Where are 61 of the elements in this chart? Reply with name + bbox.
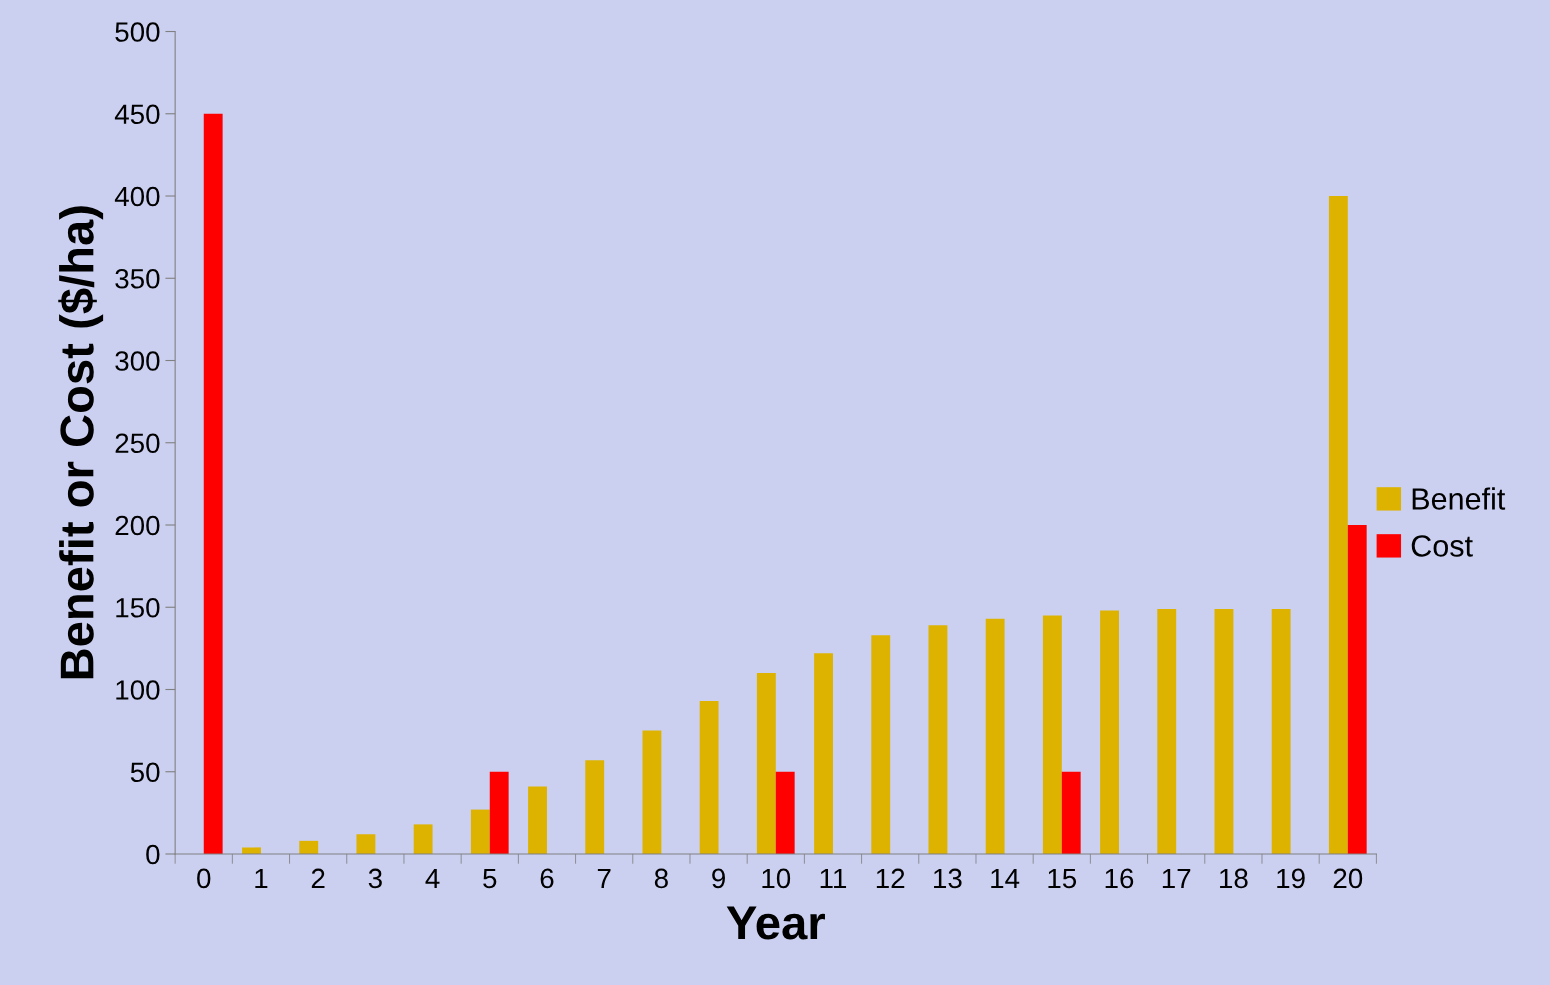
bar [585,760,605,854]
bar [470,809,490,854]
bar [928,625,948,854]
y-tick-label: 300 [115,351,160,371]
x-tick-label: 8 [654,868,668,889]
bar [775,771,795,854]
x-tick-label: 1 [255,868,268,889]
bar [1061,771,1081,854]
y-tick-label: 50 [130,762,160,783]
legend-label: Cost [1411,535,1473,557]
bar [489,771,509,854]
x-tick-label: 18 [1220,868,1248,889]
bar [814,653,833,854]
bar [356,834,376,854]
y-tick-label: 0 [146,844,160,865]
y-tick-label: 500 [115,22,160,42]
x-tick-label: 15 [1048,868,1077,889]
bar [871,635,891,854]
bar [1214,608,1234,854]
x-tick-label: 19 [1277,868,1305,889]
y-tick-label: 250 [115,433,160,454]
x-axis-title: Year [726,906,825,940]
x-tick-label: 4 [425,868,440,889]
legend-label: Benefit [1412,487,1506,510]
bar [1328,196,1348,854]
bar [299,840,319,854]
bar [1271,608,1291,854]
bar [242,847,261,854]
x-tick-label: 12 [876,868,905,889]
x-tick-label: 6 [540,868,554,889]
y-tick-label: 100 [116,680,160,700]
x-tick-label: 0 [197,868,211,889]
bar [699,701,719,854]
x-tick-label: 9 [712,868,725,889]
x-tick-label: 20 [1333,868,1363,889]
bar [756,673,776,854]
y-tick-label: 350 [115,268,160,289]
bar [1042,615,1062,854]
y-tick-label: 150 [116,597,160,618]
bar [528,786,547,854]
x-tick-label: 10 [762,868,791,889]
bar [1157,608,1177,854]
x-tick-label: 16 [1105,868,1134,889]
y-axis-title: Benefit or Cost ($/ha) [58,206,104,679]
y-tick-label: 200 [115,515,160,536]
x-tick-label: 3 [368,868,382,889]
x-tick-label: 14 [991,868,1020,889]
y-tick-label: 400 [114,186,160,207]
bar [413,824,433,854]
x-tick-label: 5 [483,868,497,889]
x-tick-label: 7 [597,868,611,889]
x-tick-label: 11 [820,868,847,889]
bar [985,618,1005,854]
bar [1100,610,1119,854]
bar [203,113,223,854]
y-tick-label: 450 [114,104,160,125]
bar [1347,525,1367,854]
x-tick-label: 13 [934,868,962,889]
bar [642,730,662,854]
x-tick-label: 17 [1162,868,1191,889]
x-tick-label: 2 [311,868,325,889]
